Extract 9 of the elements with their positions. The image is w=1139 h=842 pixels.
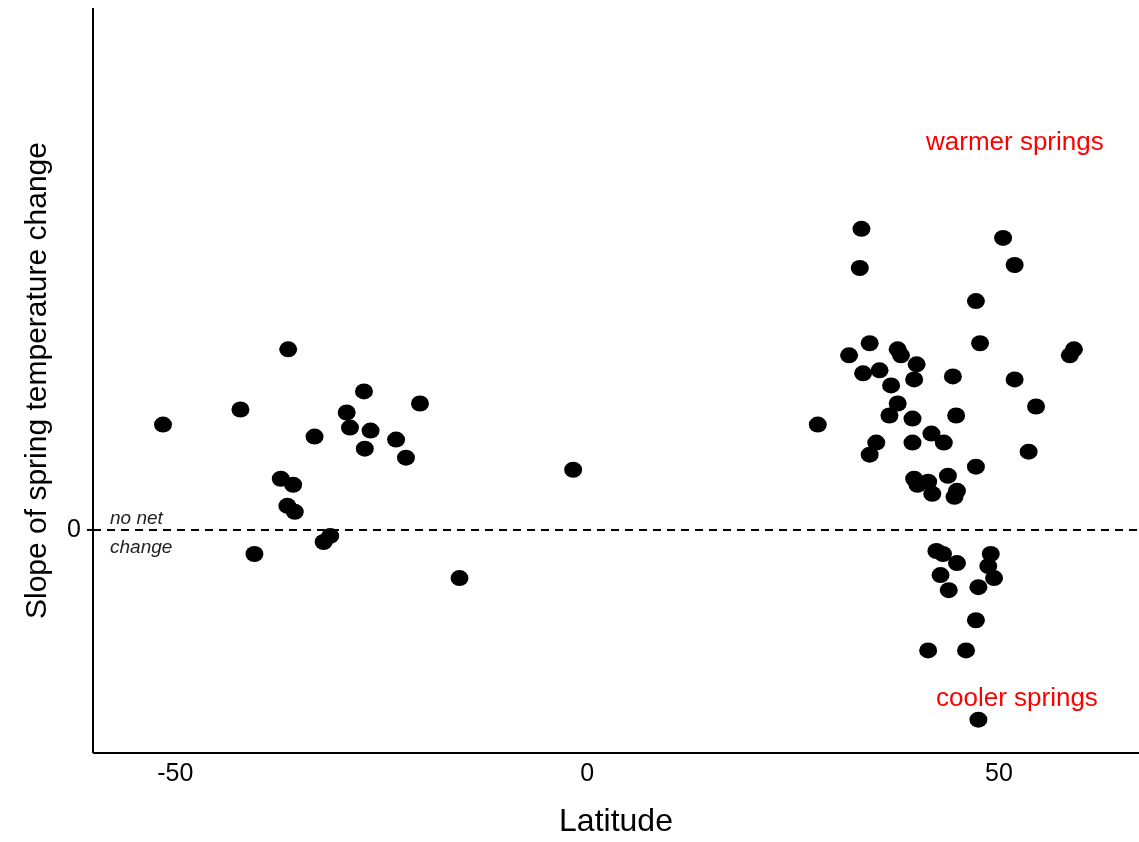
x-tick-label: 50 [985, 757, 1013, 786]
text: 0 [67, 513, 81, 542]
x-tick-label: 0 [580, 757, 595, 786]
y-axis-title: Slope of spring temperature change [18, 142, 52, 619]
text: warmer springs [926, 126, 1104, 157]
x-tick-label: -50 [157, 757, 194, 786]
x-axis-title: Latitude [559, 802, 673, 838]
ref-line-label: no net change [110, 506, 173, 557]
annotation: cooler springs [936, 682, 1098, 713]
